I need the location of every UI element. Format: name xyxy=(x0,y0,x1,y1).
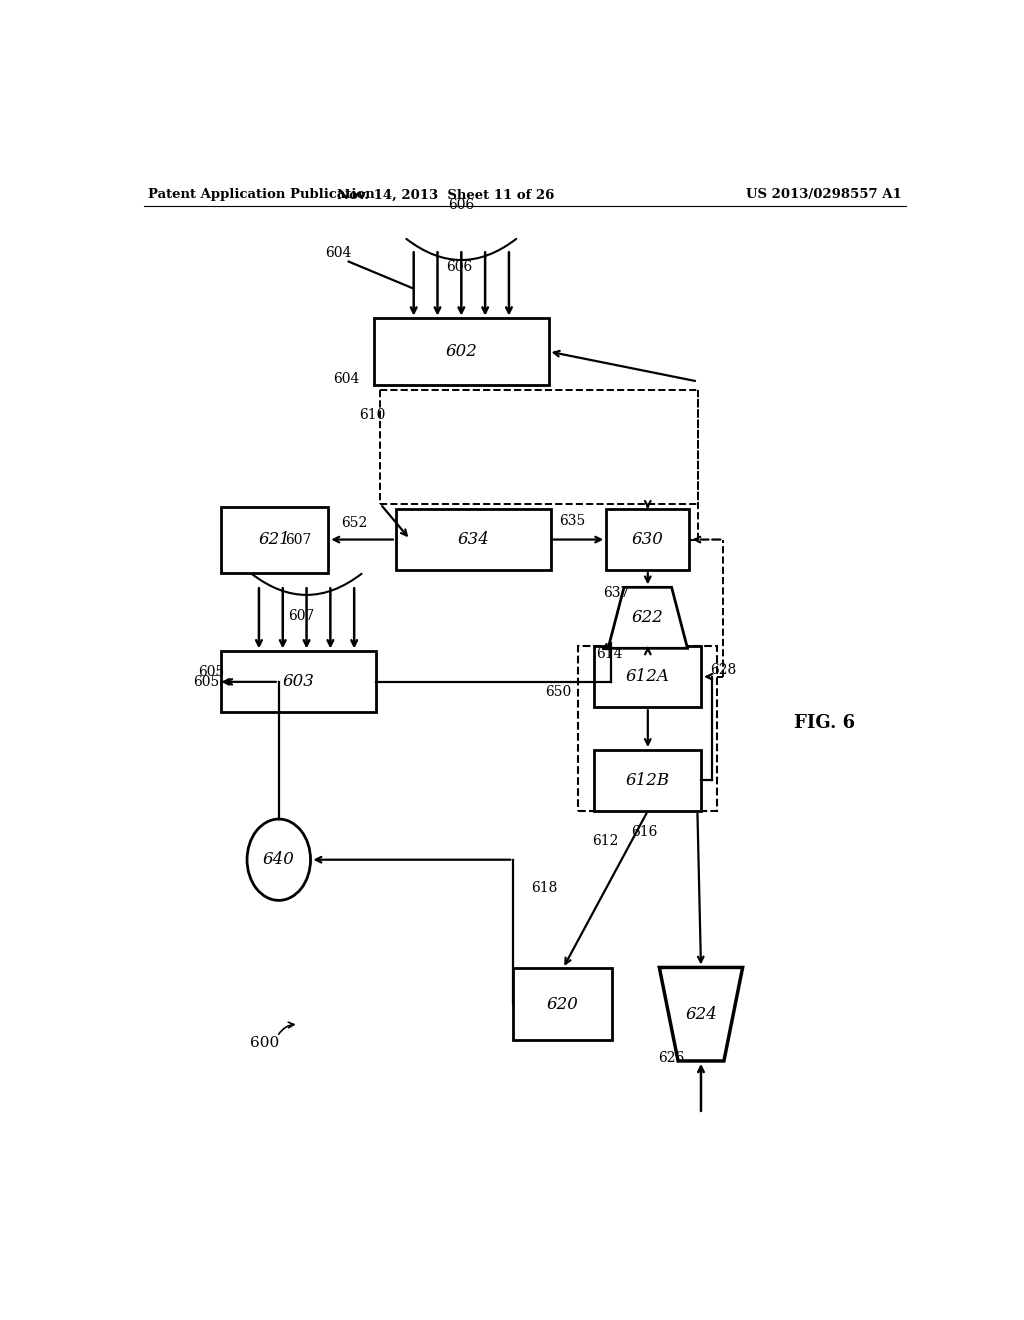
Text: 612B: 612B xyxy=(626,772,670,789)
Text: 604: 604 xyxy=(333,372,359,385)
Text: 620: 620 xyxy=(547,995,579,1012)
Text: 603: 603 xyxy=(283,673,314,690)
Bar xyxy=(513,969,612,1040)
Bar xyxy=(374,318,549,384)
Text: Patent Application Publication: Patent Application Publication xyxy=(147,189,375,202)
Bar xyxy=(579,647,717,810)
Text: 605: 605 xyxy=(194,675,219,689)
Text: 630: 630 xyxy=(632,531,664,548)
Bar xyxy=(594,647,701,708)
Text: 622: 622 xyxy=(632,610,664,626)
Text: 635: 635 xyxy=(559,515,586,528)
Text: 618: 618 xyxy=(531,882,558,895)
Text: 652: 652 xyxy=(341,516,368,531)
Bar xyxy=(606,510,689,570)
Bar xyxy=(396,510,551,570)
Text: 621: 621 xyxy=(259,531,291,548)
Polygon shape xyxy=(659,968,742,1061)
Text: FIG. 6: FIG. 6 xyxy=(795,714,855,731)
Text: 607: 607 xyxy=(286,533,312,546)
Text: 607: 607 xyxy=(288,609,314,623)
Text: 624: 624 xyxy=(685,1006,717,1023)
Text: 612: 612 xyxy=(592,834,618,849)
Text: 637: 637 xyxy=(603,586,630,601)
Text: 616: 616 xyxy=(631,825,657,840)
Text: 650: 650 xyxy=(545,685,571,700)
Bar xyxy=(221,507,329,573)
Text: 604: 604 xyxy=(325,246,351,260)
Text: 606: 606 xyxy=(446,260,473,275)
Text: 610: 610 xyxy=(359,408,386,421)
Text: 628: 628 xyxy=(710,663,736,677)
Text: US 2013/0298557 A1: US 2013/0298557 A1 xyxy=(746,189,902,202)
Bar xyxy=(594,750,701,810)
Text: 640: 640 xyxy=(263,851,295,869)
Text: 634: 634 xyxy=(458,531,489,548)
Circle shape xyxy=(247,818,310,900)
Text: 606: 606 xyxy=(449,198,474,211)
Text: 605: 605 xyxy=(199,665,224,678)
Text: 600: 600 xyxy=(250,1036,280,1049)
Text: 602: 602 xyxy=(445,343,477,360)
Text: 626: 626 xyxy=(658,1051,685,1065)
Bar xyxy=(221,651,376,713)
Text: 612A: 612A xyxy=(626,668,670,685)
Polygon shape xyxy=(608,587,687,648)
Text: 614: 614 xyxy=(596,647,623,661)
Text: Nov. 14, 2013  Sheet 11 of 26: Nov. 14, 2013 Sheet 11 of 26 xyxy=(337,189,554,202)
